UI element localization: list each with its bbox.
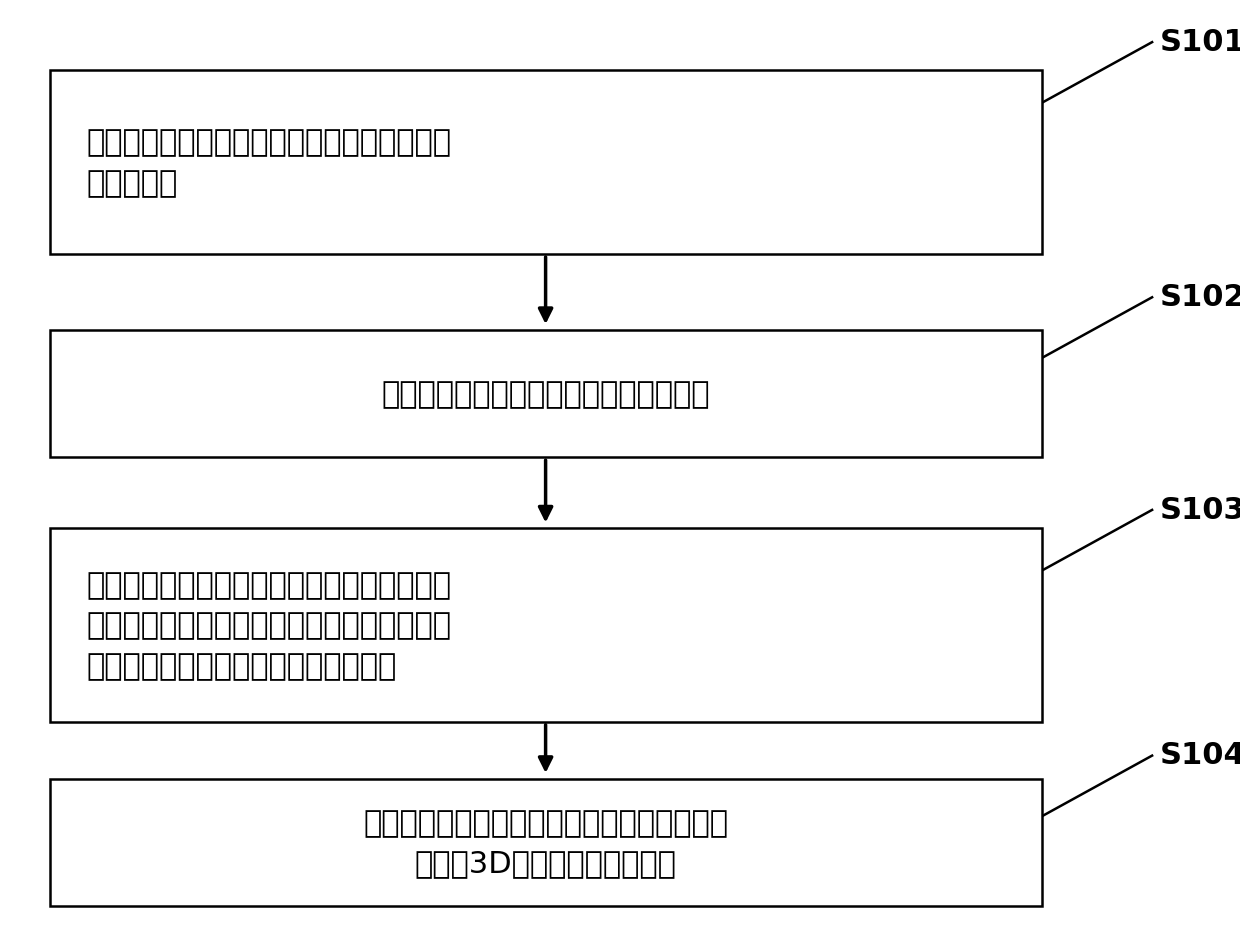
- Bar: [50, 330, 1042, 458]
- Text: 处理装置通过输出端将所述目标图像同步输出
至裸眼3D显示设备和投影屏幕: 处理装置通过输出端将所述目标图像同步输出 至裸眼3D显示设备和投影屏幕: [363, 808, 728, 877]
- Text: 第一处理单元对所述手术图像进行预处理: 第一处理单元对所述手术图像进行预处理: [382, 379, 709, 409]
- Text: S101: S101: [1159, 28, 1240, 57]
- Bar: [50, 71, 1042, 255]
- Text: S104: S104: [1159, 741, 1240, 769]
- Text: 第二处理单元对预处理后的所述手术图像进行
图像分割、图像配准以及图像融合处理，通过
渲染交织以得到带有深度值的目标图像: 第二处理单元对预处理后的所述手术图像进行 图像分割、图像配准以及图像融合处理，通…: [87, 570, 451, 681]
- Bar: [50, 529, 1042, 722]
- Text: S102: S102: [1159, 283, 1240, 312]
- Text: 手术显微镜采集手术图像，双路同步采集、输
出图像信息: 手术显微镜采集手术图像，双路同步采集、输 出图像信息: [87, 128, 451, 197]
- Bar: [50, 779, 1042, 906]
- Text: S103: S103: [1159, 496, 1240, 524]
